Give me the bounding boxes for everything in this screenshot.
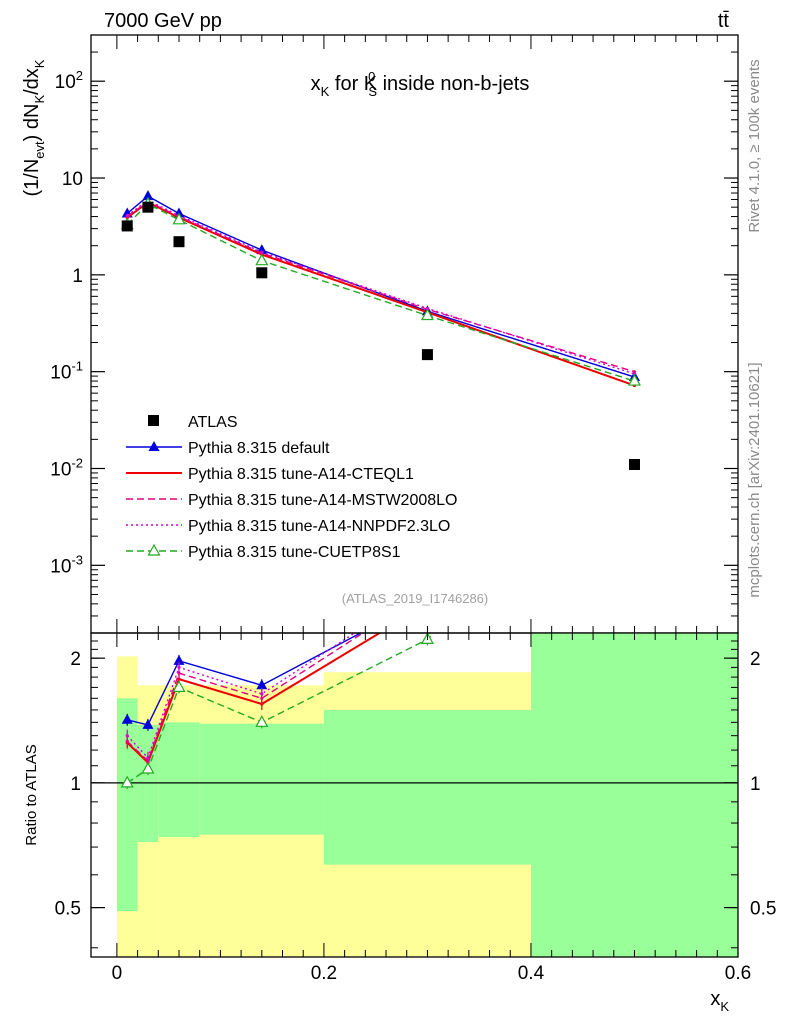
- series-line: [126, 195, 635, 378]
- series-line: [126, 633, 435, 784]
- y-tick-label: 10-3: [50, 552, 83, 577]
- x-tick-label: 0.4: [518, 963, 545, 984]
- atlas-data-point: [421, 349, 433, 361]
- series-point: [260, 692, 264, 696]
- series-point: [125, 213, 129, 218]
- legend-entry-label: ATLAS: [188, 414, 238, 431]
- series-point: [173, 654, 185, 665]
- series-point: [426, 584, 429, 587]
- header-energy-label: 7000 GeV pp: [104, 10, 222, 32]
- series-line: [127, 633, 363, 726]
- series-line: [126, 199, 635, 375]
- series-point: [125, 734, 129, 738]
- green-uncertainty-band: [530, 633, 738, 957]
- y-tick-label: 102: [55, 68, 83, 93]
- series-point: [142, 190, 154, 201]
- series-point: [121, 713, 133, 724]
- legend-marker: [148, 415, 159, 426]
- ratio-y-tick-label-right: 1: [750, 774, 761, 795]
- series-point: [177, 665, 181, 669]
- series-line: [126, 200, 635, 373]
- green-uncertainty-band: [158, 722, 200, 838]
- series-point: [141, 761, 155, 774]
- series-point: [255, 253, 269, 266]
- header-process-label: tt̄: [718, 10, 730, 32]
- series-point: [256, 679, 268, 690]
- legend-marker: [147, 543, 161, 556]
- green-uncertainty-band: [199, 723, 324, 835]
- series-point: [172, 212, 186, 225]
- series-line: [126, 633, 382, 765]
- atlas-data-point: [628, 458, 640, 470]
- ratio-y-tick-label-left: 2: [70, 649, 81, 670]
- main-y-axis-label: (1/Nevt) dNK/dxK: [21, 59, 47, 196]
- rivet-version-label: Rivet 4.1.0, ≥ 100k events: [746, 59, 763, 232]
- y-tick-label: 1: [72, 266, 83, 287]
- green-uncertainty-band: [116, 698, 138, 912]
- series-point: [142, 718, 154, 729]
- main-plot-panel: 10-3 10-2 10-1 1 10 102 xK for K0 S inside non…: [21, 34, 739, 634]
- ratio-plot-frame: [90, 632, 739, 958]
- atlas-data-point: [121, 220, 133, 232]
- main-plot-title: xK for K0 S inside non-b-jets: [311, 69, 530, 99]
- ratio-y-tick-label-right: 0.5: [750, 899, 776, 920]
- series-line: [126, 633, 356, 760]
- legend-marker: [148, 441, 160, 451]
- y-tick-label: 10-2: [50, 455, 83, 480]
- series-point: [633, 444, 636, 447]
- x-axis-label: xK: [710, 988, 729, 1014]
- ratio-y-axis-label: Ratio to ATLAS: [23, 744, 40, 845]
- series-line: [126, 633, 365, 763]
- ratio-y-tick-label-right: 2: [750, 649, 761, 670]
- legend: ATLAS Pythia 8.315 default Pythia 8.315 tu…: [126, 414, 457, 561]
- series-point: [255, 715, 269, 727]
- series-point: [420, 308, 434, 321]
- ratio-y-tick-label-left: 0.5: [55, 899, 81, 920]
- analysis-reference-label: (ATLAS_2019_I1746286): [342, 591, 488, 606]
- series-point: [627, 373, 641, 386]
- green-uncertainty-band: [323, 709, 531, 865]
- series-point: [146, 756, 150, 760]
- atlas-data-point: [142, 201, 154, 213]
- atlas-data-point: [256, 267, 268, 279]
- series-point: [629, 403, 640, 413]
- legend-entry-label: Pythia 8.315 default: [188, 440, 330, 457]
- x-tick-label: 0.6: [725, 963, 751, 984]
- legend-entry-label: Pythia 8.315 tune-A14-NNPDF2.3LO: [188, 518, 450, 535]
- legend-entry-label: Pythia 8.315 tune-A14-MSTW2008LO: [188, 492, 457, 509]
- ratio-plot-panel: 0.5 0.5 1 1 2 2 0 0.2 0.4 0.6 Ratio to ATLAS xK: [23, 394, 776, 1014]
- series-point: [172, 680, 186, 692]
- x-tick-label: 0.2: [311, 963, 337, 984]
- ratio-y-tick-label-left: 1: [70, 774, 81, 795]
- mcplots-credit-label: mcplots.cern.ch [arXiv:2401.10621]: [746, 362, 763, 597]
- x-tick-label: 0: [112, 963, 123, 984]
- y-tick-label: 10: [62, 169, 83, 190]
- series-point: [633, 394, 636, 397]
- atlas-data-point: [173, 236, 185, 248]
- series-point: [629, 419, 640, 429]
- y-tick-label: 10-1: [50, 359, 83, 384]
- legend-entry-label: Pythia 8.315 tune-CUETP8S1: [188, 544, 401, 561]
- legend-entry-label: Pythia 8.315 tune-A14-CTEQL1: [188, 466, 414, 483]
- series-point: [260, 250, 264, 254]
- series-point: [120, 775, 134, 788]
